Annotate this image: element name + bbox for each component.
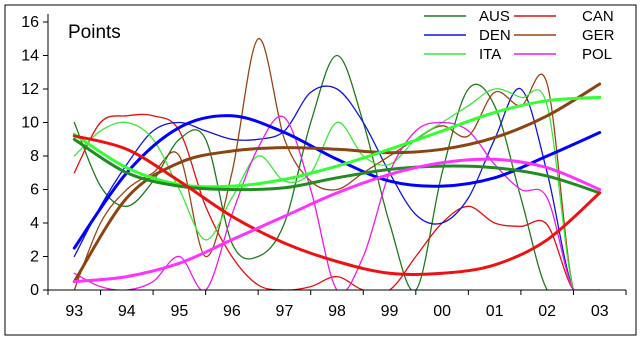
y-axis-ticks: 0 2 4 6 8 10 12 14 16 xyxy=(21,14,48,299)
series-line-trend-8-trend xyxy=(72,95,602,189)
x-tick-label: 02 xyxy=(538,303,556,320)
x-tick-label: 98 xyxy=(328,303,346,320)
x-tick-label: 96 xyxy=(223,303,241,320)
series-lines xyxy=(72,38,602,290)
series-line-ita xyxy=(73,88,601,290)
chart-title: Points xyxy=(68,22,121,43)
x-tick-label: 94 xyxy=(118,303,136,320)
y-tick-label: 12 xyxy=(21,81,39,98)
legend-label-ita: ITA xyxy=(479,46,501,63)
y-tick-label: 8 xyxy=(30,148,39,165)
y-tick-label: 4 xyxy=(30,215,39,232)
y-tick-label: 16 xyxy=(21,14,39,31)
y-tick-label: 6 xyxy=(30,182,39,199)
legend-label-ger: GER xyxy=(582,27,615,44)
y-tick-label: 0 xyxy=(30,282,39,299)
series-line-ger xyxy=(73,38,601,290)
x-axis-ticks: 93 94 95 96 97 98 99 00 01 02 03 xyxy=(47,290,627,320)
x-tick-label: 99 xyxy=(381,303,399,320)
y-tick-label: 14 xyxy=(21,48,39,65)
x-tick-label: 97 xyxy=(276,303,294,320)
axes xyxy=(47,14,626,291)
y-tick-label: 2 xyxy=(30,249,39,266)
series-line-trend-11-trend xyxy=(72,157,602,284)
series-line-can xyxy=(73,113,601,290)
legend-label-can: CAN xyxy=(582,8,614,25)
series-line-trend-9-trend xyxy=(72,137,602,195)
x-tick-label: 03 xyxy=(591,303,609,320)
legend-label-pol: POL xyxy=(582,46,612,63)
series-line-den xyxy=(73,85,601,290)
x-tick-label: 00 xyxy=(433,303,451,320)
legend: AUS CAN DEN GER ITA POL xyxy=(424,8,615,63)
series-line-trend-10-trend xyxy=(72,134,602,276)
legend-label-aus: AUS xyxy=(479,8,510,25)
y-tick-label: 10 xyxy=(21,115,39,132)
x-tick-label: 95 xyxy=(170,303,188,320)
series-line-trend-6-trend xyxy=(72,114,602,250)
legend-label-den: DEN xyxy=(479,27,511,44)
x-tick-label: 93 xyxy=(65,303,83,320)
series-line-aus xyxy=(73,54,601,290)
x-tick-label: 01 xyxy=(486,303,504,320)
